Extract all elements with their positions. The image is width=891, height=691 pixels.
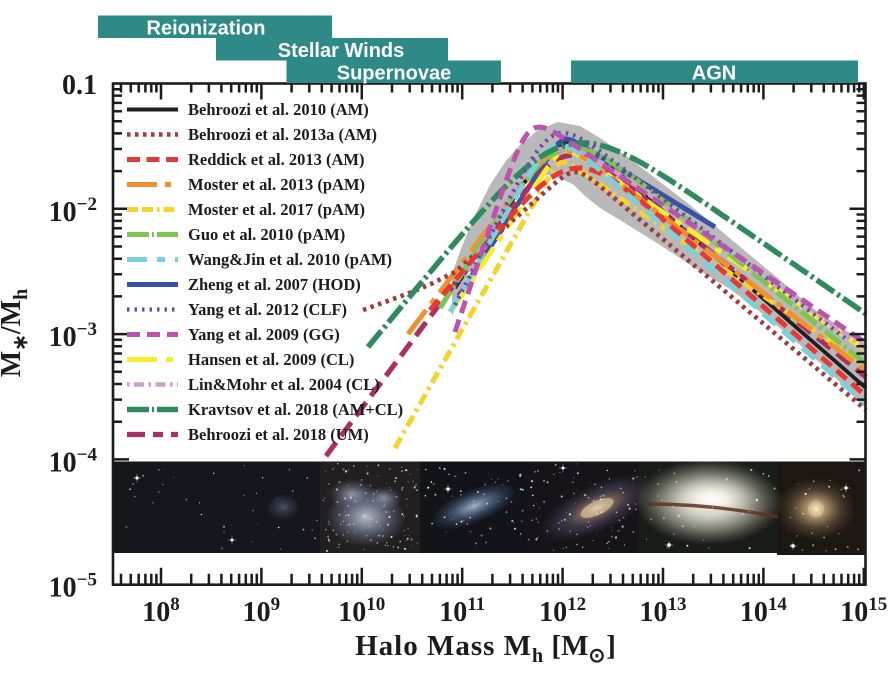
svg-text:Behroozi et al. 2018 (UM): Behroozi et al. 2018 (UM) bbox=[188, 425, 369, 444]
svg-text:Stellar Winds: Stellar Winds bbox=[278, 40, 405, 62]
svg-text:Hansen et al. 2009 (CL): Hansen et al. 2009 (CL) bbox=[188, 350, 354, 369]
svg-text:Supernovae: Supernovae bbox=[337, 63, 451, 85]
svg-text:Guo et al. 2010 (pAM): Guo et al. 2010 (pAM) bbox=[188, 225, 345, 244]
svg-text:M∗/Mh: M∗/Mh bbox=[0, 289, 32, 378]
svg-text:Reionization: Reionization bbox=[147, 18, 266, 40]
svg-text:Lin&Mohr et al. 2004 (CL): Lin&Mohr et al. 2004 (CL) bbox=[188, 375, 380, 394]
svg-text:Moster et al. 2017 (pAM): Moster et al. 2017 (pAM) bbox=[188, 200, 365, 219]
svg-text:Behroozi et al. 2013a (AM): Behroozi et al. 2013a (AM) bbox=[188, 125, 377, 144]
svg-text:Behroozi et al. 2010 (AM): Behroozi et al. 2010 (AM) bbox=[188, 100, 369, 119]
svg-text:Reddick et al. 2013 (AM): Reddick et al. 2013 (AM) bbox=[188, 150, 364, 169]
svg-text:1012: 1012 bbox=[539, 594, 586, 628]
svg-text:Moster et al. 2013 (pAM): Moster et al. 2013 (pAM) bbox=[188, 175, 365, 194]
svg-text:Wang&Jin et al. 2010 (pAM): Wang&Jin et al. 2010 (pAM) bbox=[188, 250, 392, 269]
svg-text:10−5: 10−5 bbox=[49, 570, 97, 604]
svg-text:Yang et al. 2012 (CLF): Yang et al. 2012 (CLF) bbox=[188, 300, 347, 319]
svg-text:Zheng et al. 2007 (HOD): Zheng et al. 2007 (HOD) bbox=[188, 275, 361, 294]
svg-text:Yang et al. 2009 (GG): Yang et al. 2009 (GG) bbox=[188, 325, 340, 344]
svg-text:Kravtsov et al. 2018 (AM+CL): Kravtsov et al. 2018 (AM+CL) bbox=[188, 400, 403, 419]
svg-text:1015: 1015 bbox=[840, 594, 887, 628]
svg-text:Halo Mass Mh [M⊙]: Halo Mass Mh [M⊙] bbox=[355, 630, 617, 667]
svg-text:0.1: 0.1 bbox=[62, 70, 97, 101]
svg-text:AGN: AGN bbox=[692, 63, 736, 85]
